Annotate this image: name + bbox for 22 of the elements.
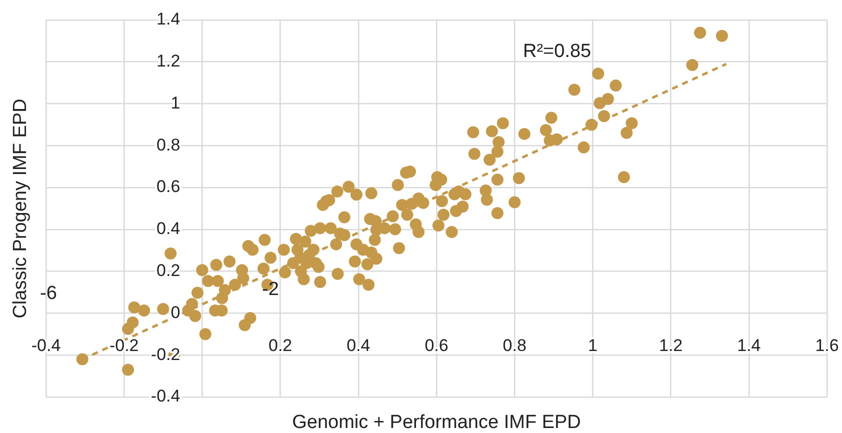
y-tick-label: 1.2 (156, 52, 180, 71)
y-tick-label: 0.2 (156, 261, 180, 280)
x-tick-label: 0.6 (424, 336, 448, 355)
x-tick-label: 0.2 (268, 336, 292, 355)
x-tick-label: 1.2 (658, 336, 683, 355)
x-tick-label: -0.2 (109, 336, 139, 355)
y-tick-label: 1 (170, 93, 180, 112)
x-tick-label: 0.8 (502, 336, 526, 355)
y-tick-label: 0.6 (156, 177, 180, 196)
x-tick-label: 0.4 (346, 336, 370, 355)
x-tick-label: 1.6 (815, 336, 839, 355)
annotation: -6 (40, 283, 57, 304)
x-axis-title: Genomic + Performance IMF EPD (292, 412, 581, 433)
annotation: R²=0.85 (523, 41, 592, 62)
x-tick-label: 1 (588, 336, 598, 355)
y-tick-label: -0.4 (150, 386, 180, 406)
y-tick-label: 0.4 (156, 219, 180, 238)
y-tick-label: 1.4 (156, 10, 180, 29)
x-tick-label: 1.4 (737, 336, 761, 355)
y-axis-title: Classic Progeny IMF EPD (10, 98, 31, 318)
x-tick-label: -0.4 (31, 336, 61, 355)
y-tick-label: 0.8 (156, 135, 180, 154)
